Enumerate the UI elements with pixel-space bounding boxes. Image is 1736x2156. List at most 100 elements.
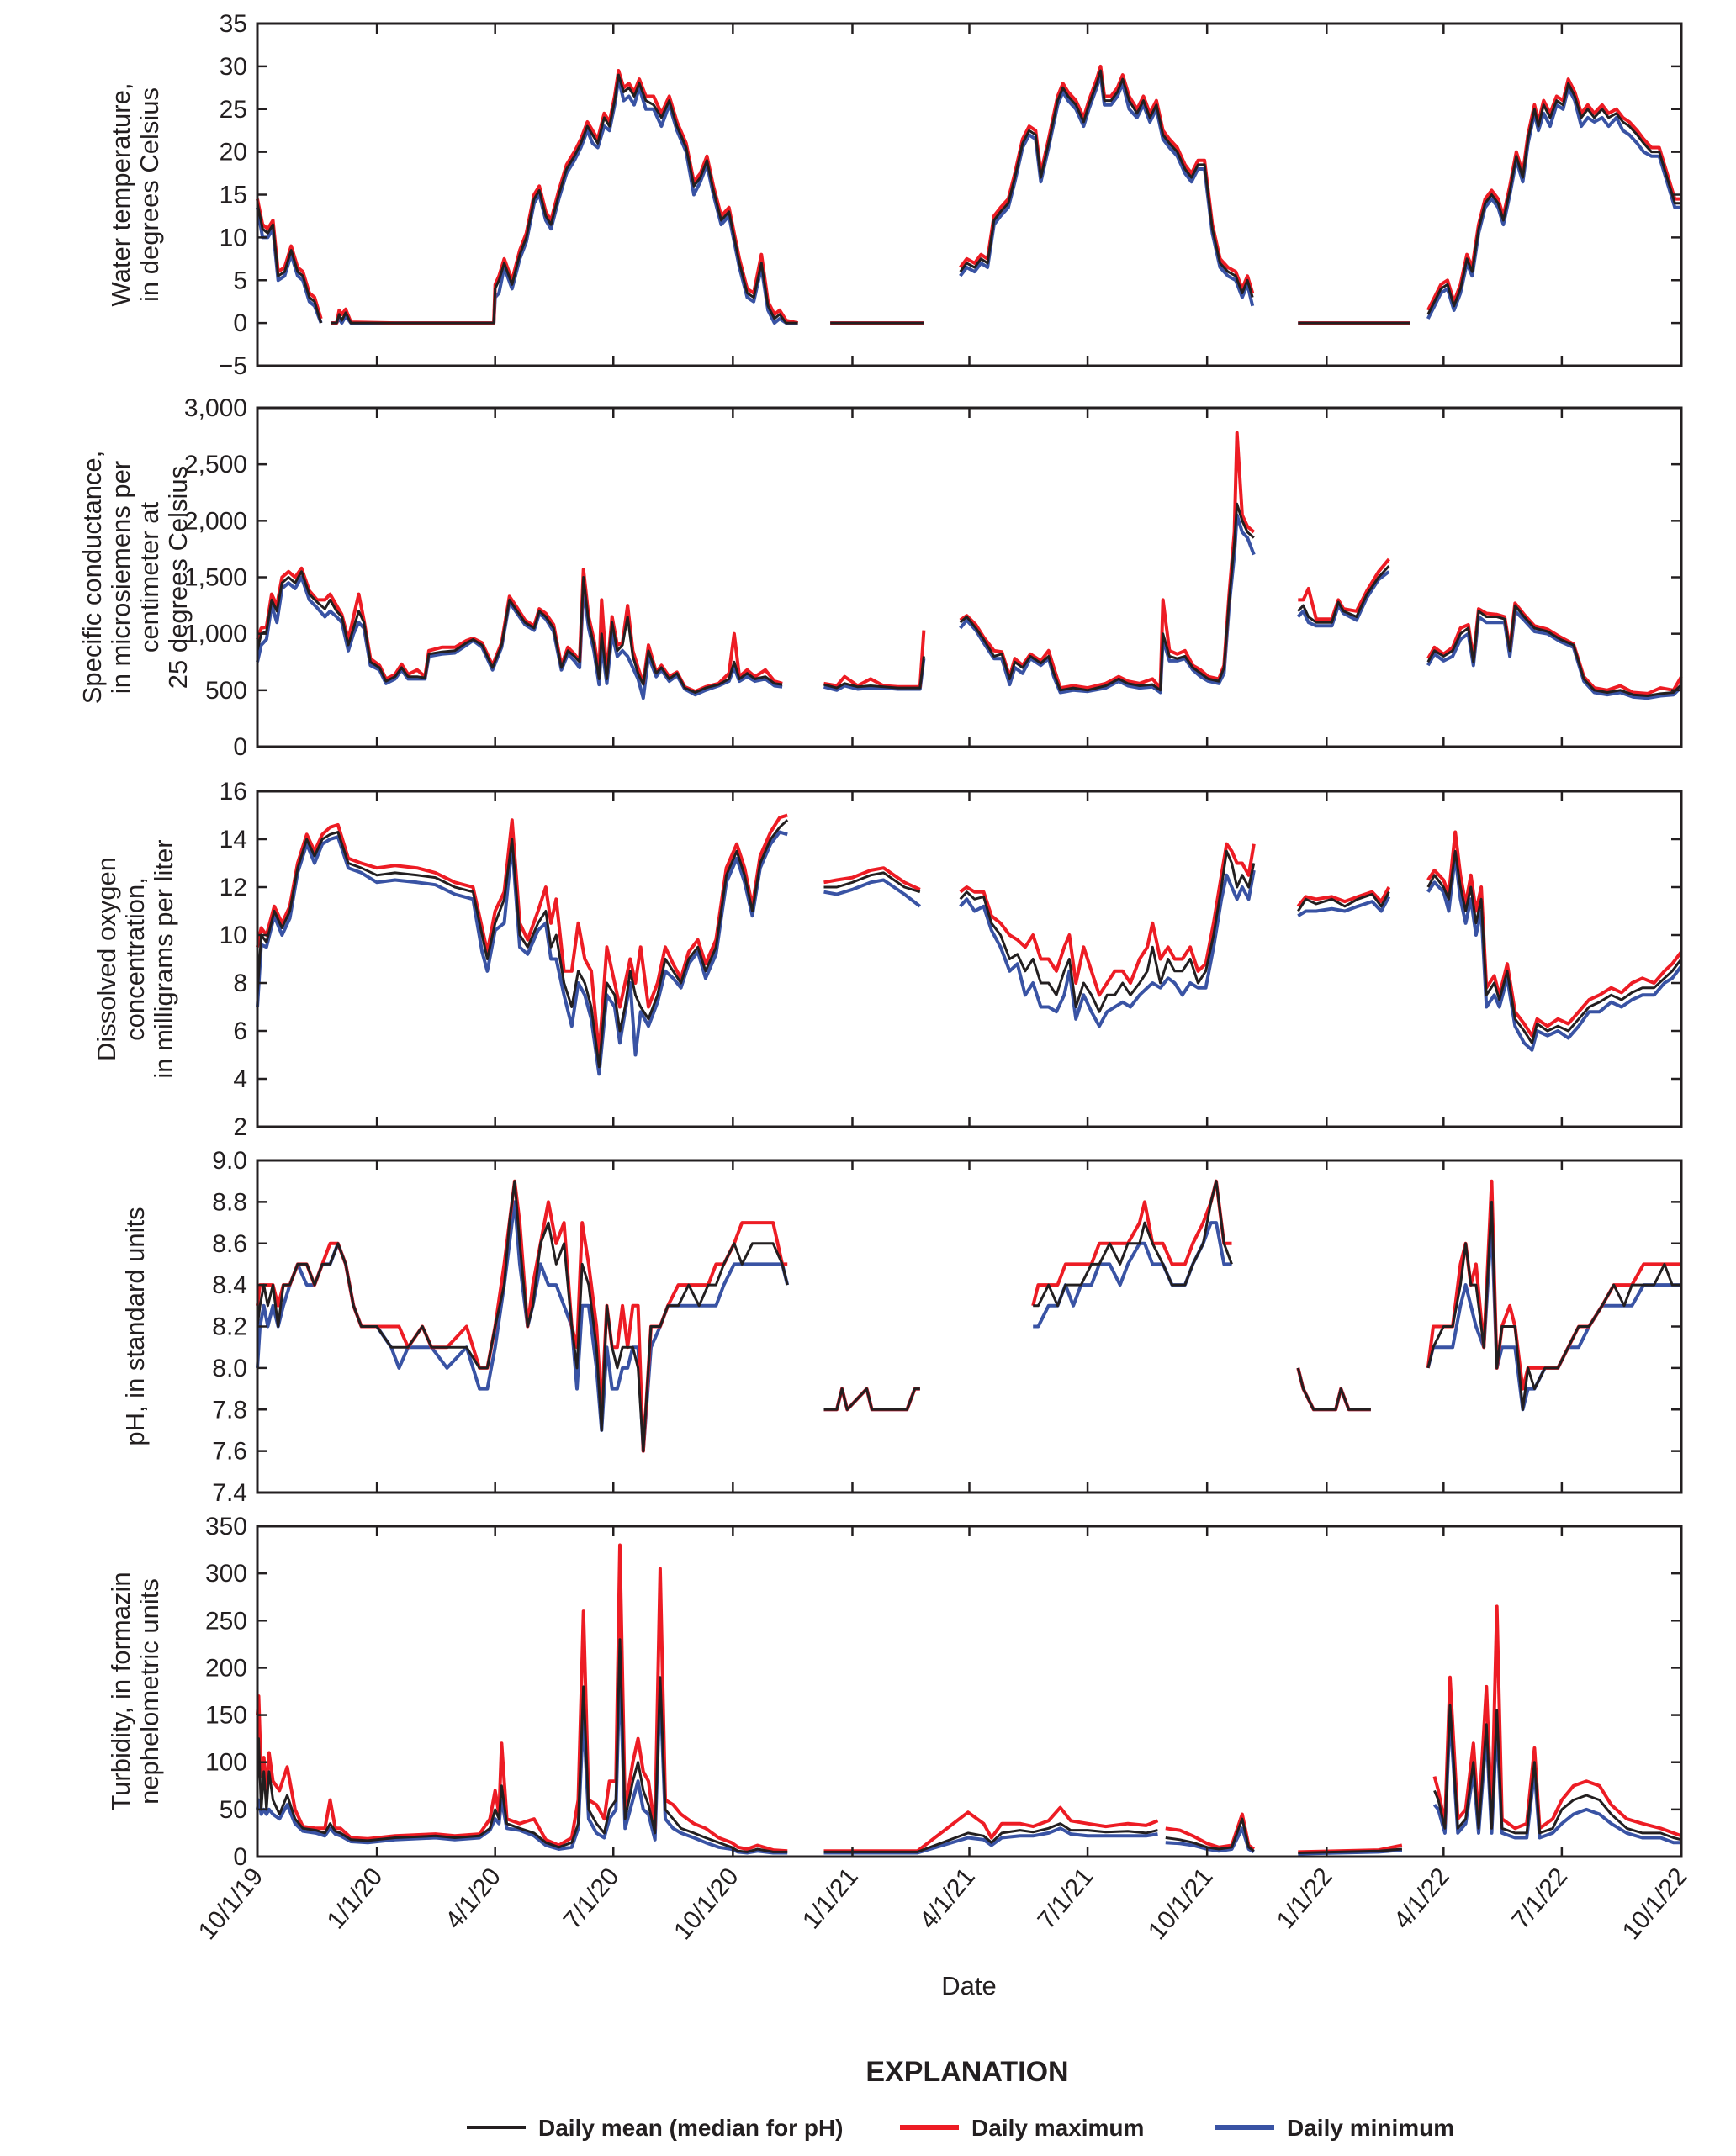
panel-specific_conductance: 0 500 1,000 1,500 2,000 2,500 3,000 Specific co… (77, 394, 1683, 761)
x-tick-label: 1/1/21 (797, 1863, 864, 1934)
legend-label-max: Daily maximum (971, 2115, 1144, 2141)
temperature-y-tick-label: −5 (219, 352, 247, 380)
dissolved_oxygen-max-line-segment (959, 842, 1256, 997)
temperature-y-axis-title-line: Water temperature, (106, 83, 135, 307)
temperature-min-line-segment (1426, 86, 1681, 320)
temperature-mean-line-segment (331, 73, 798, 325)
turbidity-mean-line-segment (256, 1638, 788, 1853)
x-tick-label: 10/1/22 (1617, 1863, 1693, 1945)
x-tick-label: 4/1/21 (914, 1863, 981, 1934)
specific_conductance-min-line-segment (1426, 609, 1683, 700)
turbidity-min-line-segment (823, 1826, 1158, 1855)
ph-plot-frame (256, 1159, 1683, 1494)
specific_conductance-y-axis-title-line: 25 degrees Celsius (163, 466, 193, 689)
dissolved_oxygen-max-line-segment (1426, 830, 1683, 1038)
specific_conductance-mean-line-segment (1426, 604, 1683, 697)
ph-y-tick-label: 8.2 (212, 1313, 247, 1341)
specific_conductance-max-line-segment (1298, 557, 1390, 621)
specific_conductance-min-line-segment (256, 575, 783, 700)
dissolved_oxygen-y-axis-title-line: Dissolved oxygen (92, 857, 121, 1061)
specific_conductance-mean-line-segment (823, 656, 925, 690)
specific_conductance-max-line-segment (256, 566, 783, 694)
dissolved_oxygen-mean-line-segment (959, 849, 1256, 1013)
turbidity-y-tick-label: 100 (205, 1749, 247, 1777)
panel-temperature: −5 0 5 10 15 20 25 30 35 Water temperature, in deg… (106, 10, 1683, 380)
x-tick-label: 7/1/20 (558, 1863, 625, 1934)
specific_conductance-y-tick-label: 3,000 (184, 394, 247, 422)
dissolved_oxygen-min-line-segment (256, 830, 788, 1076)
ph-y-axis-title-line: pH, in standard units (120, 1207, 150, 1445)
turbidity-max-line-segment (256, 1543, 788, 1853)
temperature-y-tick-label: 15 (220, 182, 247, 209)
specific_conductance-y-tick-label: 1,000 (184, 621, 247, 648)
turbidity-y-tick-label: 350 (205, 1513, 247, 1540)
specific_conductance-y-axis-title-line: centimeter at (135, 502, 164, 653)
dissolved_oxygen-plot-frame (256, 790, 1683, 1128)
x-tick-label: 10/1/19 (193, 1863, 269, 1945)
specific_conductance-y-tick-label: 2,500 (184, 451, 247, 478)
x-tick-label: 1/1/20 (322, 1863, 389, 1934)
ph-min-line-segment (1426, 1221, 1681, 1412)
temperature-y-tick-label: 0 (233, 309, 247, 337)
dissolved_oxygen-y-axis-title-line: in milligrams per liter (149, 839, 178, 1078)
specific_conductance-y-tick-label: 2,000 (184, 507, 247, 535)
specific_conductance-max-line-segment (823, 630, 926, 689)
ph-y-tick-label: 8.0 (212, 1355, 247, 1382)
specific_conductance-mean-line-segment (1297, 565, 1390, 624)
panel-dissolved_oxygen: 2 4 6 8 10 12 14 16 Dissolved oxygen concentratio… (92, 778, 1683, 1141)
x-tick-label: 7/1/22 (1506, 1863, 1573, 1934)
turbidity-y-tick-label: 300 (205, 1560, 247, 1588)
dissolved_oxygen-mean-line-segment (256, 819, 789, 1069)
temperature-mean-line-segment (1426, 82, 1681, 315)
ph-max-line-segment (256, 1179, 788, 1453)
specific_conductance-mean-line-segment (256, 570, 783, 694)
dissolved_oxygen-min-line-segment (1426, 854, 1683, 1052)
dissolved_oxygen-max-line-segment (1296, 886, 1391, 908)
dissolved_oxygen-min-line-segment (823, 878, 922, 908)
temperature-y-tick-label: 10 (220, 224, 247, 251)
x-tick-label: 4/1/20 (440, 1863, 506, 1934)
x-tick-label: 10/1/20 (669, 1863, 744, 1945)
ph-y-tick-label: 7.8 (212, 1396, 247, 1424)
dissolved_oxygen-min-line-segment (959, 869, 1256, 1028)
ph-max-line-segment (1296, 1367, 1371, 1412)
specific_conductance-max-line-segment (1426, 601, 1683, 695)
turbidity-min-line-segment (1432, 1713, 1681, 1845)
panel-turbidity: 0 50 100 150 200 250 300 350 Turbidity, in forma… (106, 1513, 1683, 1871)
ph-mean-line-segment (1426, 1200, 1681, 1411)
turbidity-max-line-segment (823, 1805, 1159, 1853)
turbidity-y-axis-title-line: nephelometric units (135, 1578, 164, 1805)
turbidity-y-tick-label: 0 (233, 1843, 247, 1871)
ph-y-tick-label: 7.6 (212, 1438, 247, 1466)
legend: EXPLANATION Daily mean (median for pH) Da… (467, 2056, 1454, 2141)
temperature-y-tick-label: 20 (220, 139, 247, 166)
ph-y-tick-label: 8.4 (212, 1271, 247, 1299)
temperature-y-tick-label: 25 (220, 96, 247, 124)
ph-mean-line-segment (1296, 1367, 1371, 1411)
legend-label-mean: Daily mean (median for pH) (538, 2115, 844, 2141)
ph-mean-line-segment (1033, 1180, 1233, 1308)
dissolved_oxygen-mean-line-segment (1426, 849, 1683, 1044)
x-tick-label: 1/1/22 (1272, 1863, 1338, 1934)
ph-max-line-segment (1031, 1179, 1232, 1307)
turbidity-mean-line-segment (1433, 1704, 1682, 1842)
dissolved_oxygen-y-tick-label: 16 (220, 778, 247, 806)
x-tick-label: 10/1/21 (1143, 1863, 1219, 1945)
x-tick-label: 4/1/22 (1389, 1863, 1455, 1934)
specific_conductance-mean-line-segment (959, 502, 1255, 692)
specific_conductance-y-tick-label: 1,500 (184, 564, 247, 592)
ph-mean-line-segment (256, 1180, 789, 1453)
panel-ph: 7.4 7.6 7.8 8.0 8.2 8.4 8.6 8.8 9.0 pH, in standa… (120, 1147, 1683, 1507)
dissolved_oxygen-mean-line-segment (823, 871, 921, 894)
dissolved_oxygen-y-tick-label: 8 (233, 970, 247, 997)
dissolved_oxygen-y-tick-label: 12 (220, 874, 247, 901)
specific_conductance-plot-frame (256, 406, 1683, 748)
turbidity-mean-line-segment (1298, 1847, 1403, 1854)
temperature-y-tick-label: 35 (220, 10, 247, 38)
temperature-mean-line-segment (256, 203, 323, 324)
turbidity-y-axis-title-line: Turbidity, in formazin (106, 1572, 135, 1810)
dissolved_oxygen-max-line-segment (823, 866, 921, 891)
turbidity-max-line-segment (1432, 1604, 1682, 1838)
turbidity-mean-line-segment (1165, 1817, 1255, 1852)
turbidity-y-tick-label: 50 (220, 1796, 247, 1824)
